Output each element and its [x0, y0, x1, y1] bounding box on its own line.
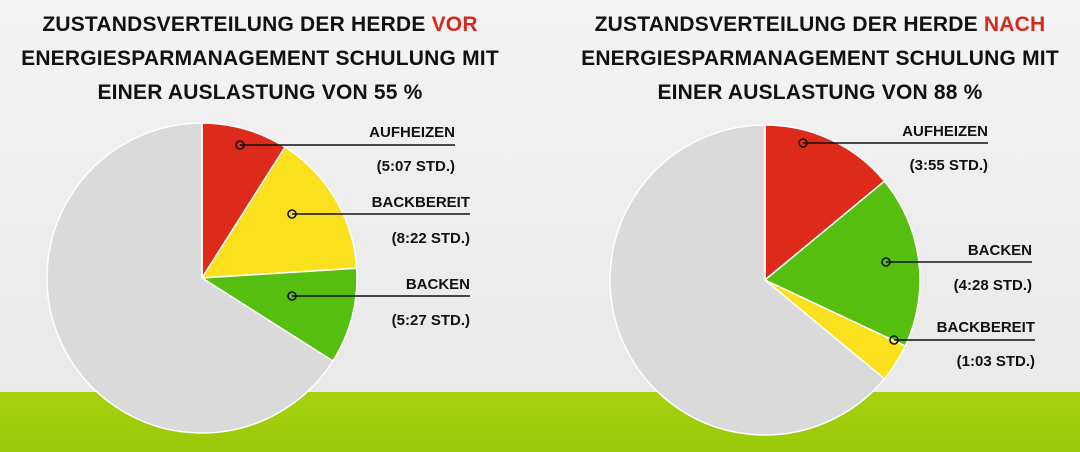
- pie-slice-backbereit: [200, 146, 358, 279]
- slice-value-aufheizen: (3:55 STD.): [910, 157, 988, 174]
- pie-slice-aufheizen: [201, 122, 287, 281]
- slice-value-aufheizen: (5:07 STD.): [377, 158, 455, 175]
- slice-label-backbereit: BACKBEREIT: [937, 319, 1035, 336]
- slice-label-backen: BACKEN: [968, 242, 1032, 259]
- slice-label-backen: BACKEN: [406, 276, 470, 293]
- title-text-start: ZUSTANDSVERTEILUNG DER HERDE: [594, 13, 984, 36]
- slice-value-backen: (4:28 STD.): [954, 277, 1032, 294]
- leader-dot-aufheizen: [235, 140, 245, 150]
- pie-slice-rest: [46, 122, 334, 434]
- slice-value-backbereit: (8:22 STD.): [392, 230, 470, 247]
- leader-dot-backen: [287, 291, 297, 301]
- slice-label-backbereit: BACKBEREIT: [372, 194, 470, 211]
- slice-value-backbereit: (1:03 STD.): [957, 353, 1035, 370]
- leader-dot-backbereit: [889, 335, 899, 345]
- title-text-end: ENERGIESPARMANAGEMENT SCHULUNG MIT EINER…: [21, 47, 499, 104]
- pie-chart-after: AUFHEIZEN (3:55 STD.) BACKEN (4:28 STD.) BAC…: [609, 123, 1035, 436]
- title-text-end: ENERGIESPARMANAGEMENT SCHULUNG MIT EINER…: [581, 47, 1059, 104]
- pie-slice-rest: [609, 124, 886, 436]
- slice-label-aufheizen: AUFHEIZEN: [369, 124, 455, 141]
- leader-dot-backbereit: [287, 209, 297, 219]
- slice-value-backen: (5:27 STD.): [392, 312, 470, 329]
- chart-title-after: ZUSTANDSVERTEILUNG DER HERDE NACH ENERGI…: [560, 8, 1080, 110]
- pie-slice-backen: [199, 267, 358, 363]
- slice-label-aufheizen: AUFHEIZEN: [902, 123, 988, 140]
- leader-dot-aufheizen: [798, 138, 808, 148]
- title-highlight-word: VOR: [431, 13, 478, 36]
- chart-title-before: ZUSTANDSVERTEILUNG DER HERDE VOR ENERGIE…: [0, 8, 520, 110]
- pie-slice-aufheizen: [764, 124, 886, 282]
- title-highlight-word: NACH: [983, 13, 1046, 36]
- pie-chart-before: AUFHEIZEN (5:07 STD.) BACKBEREIT (8:22 STD.…: [46, 122, 470, 434]
- title-text-start: ZUSTANDSVERTEILUNG DER HERDE: [42, 13, 432, 36]
- pie-slice-backen: [763, 180, 921, 347]
- leader-dot-backen: [881, 257, 891, 267]
